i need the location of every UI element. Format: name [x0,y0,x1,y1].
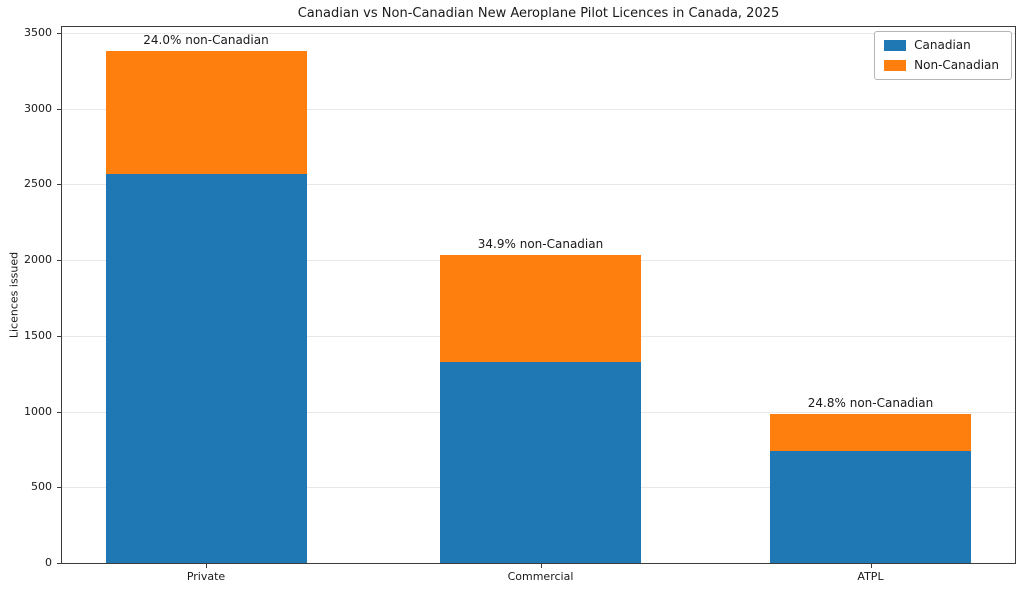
y-tick-label: 3000 [24,101,52,115]
legend-item-non-canadian: Non-Canadian [884,59,999,72]
plot-area: 24.0% non-Canadian 34.9% non-Canadian 24.8… [24,26,1016,583]
y-tick-mark [57,260,61,262]
gridline [62,33,1015,34]
bar-segment-non-canadian [105,51,307,174]
legend: Canadian Non-Canadian [874,31,1012,80]
y-tick-label: 2000 [24,253,52,267]
bar-segment-canadian [770,450,971,563]
x-tick-label: Commercial [507,570,574,583]
x-tick-label: Private [186,570,226,583]
bar-annotation: 34.9% non-Canadian [477,236,604,251]
x-tick-mark [206,563,207,568]
chart-title: Canadian vs Non-Canadian New Aeroplane P… [297,6,780,21]
x-tick-label: ATPL [857,570,884,583]
legend-label-canadian: Canadian [914,38,971,52]
gridline [62,184,1015,186]
x-tick-mark [540,563,542,568]
bar-segment-canadian [105,173,307,563]
bar-annotation: 24.8% non-Canadian [807,395,934,410]
y-tick-mark [57,487,61,489]
y-tick-mark [57,33,61,34]
y-tick-mark [57,108,61,110]
y-tick-mark [57,184,61,186]
y-tick-label: 1500 [24,328,52,342]
x-tick-mark [870,563,872,568]
y-tick-mark [57,411,61,413]
y-tick-label: 3500 [24,26,52,39]
legend-swatch-canadian-icon [884,40,907,51]
legend-item-canadian: Canadian [884,39,999,52]
y-tick-label: 1000 [24,404,52,418]
bar-annotation: 24.0% non-Canadian [143,33,269,48]
y-tick-label: 2500 [24,177,52,191]
y-tick-label: 0 [45,556,52,569]
legend-swatch-non-canadian-icon [884,60,907,71]
y-tick-mark [57,563,61,564]
bar-segment-non-canadian [440,254,641,363]
gridline [62,108,1015,110]
bar-segment-canadian [440,362,641,563]
y-tick-mark [57,335,61,337]
bar-segment-non-canadian [770,413,971,451]
y-tick-label: 500 [31,480,52,494]
legend-label-non-canadian: Non-Canadian [914,58,999,72]
